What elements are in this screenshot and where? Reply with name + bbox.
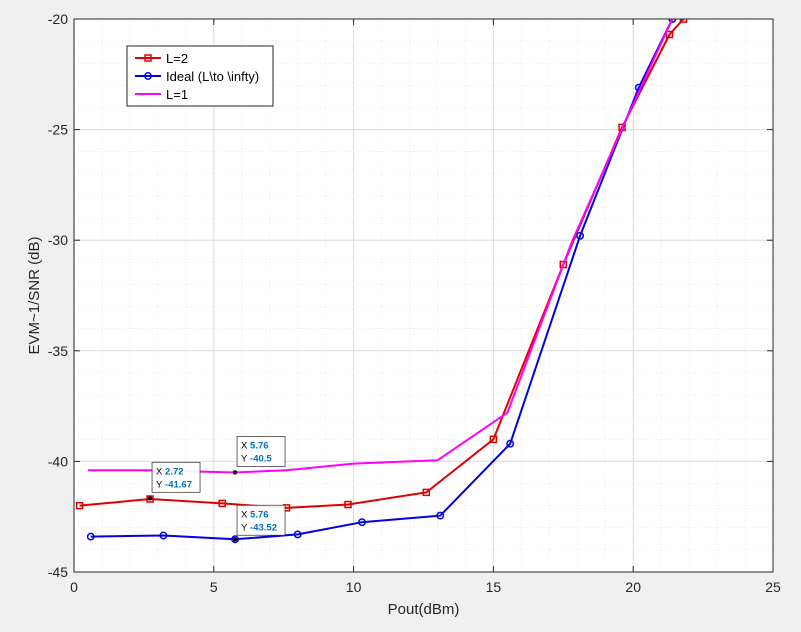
datatip-x-value: 2.72 <box>165 466 184 477</box>
datatip-y-label: Y <box>241 453 248 464</box>
datatip-x-label: X <box>241 509 248 520</box>
x-axis-label: Pout(dBm) <box>388 601 460 618</box>
x-tick-label: 0 <box>70 579 78 595</box>
datatip-x-label: X <box>156 466 163 477</box>
x-tick-label: 25 <box>765 579 781 595</box>
x-tick-label: 20 <box>625 579 641 595</box>
datatip-anchor <box>233 470 237 474</box>
datatip-anchor <box>148 496 152 500</box>
datatip-x-value: 5.76 <box>250 509 269 520</box>
datatip-anchor <box>233 537 237 541</box>
datatip-y-label: Y <box>156 479 163 490</box>
legend[interactable]: L=2 Ideal (L\to \infty) L=1 <box>127 46 273 106</box>
datatip-y-value: -40.5 <box>250 453 272 464</box>
y-tick-label: -25 <box>48 122 68 138</box>
legend-label: L=2 <box>166 51 188 66</box>
legend-label: L=1 <box>166 87 188 102</box>
datatip-x-value: 5.76 <box>250 440 269 451</box>
y-tick-label: -40 <box>48 453 68 469</box>
x-tick-label: 15 <box>486 579 502 595</box>
y-tick-label: -45 <box>48 564 68 580</box>
datatip-y-label: Y <box>241 522 248 533</box>
y-tick-label: -30 <box>48 232 68 248</box>
datatip-y-value: -41.67 <box>165 479 192 490</box>
legend-label: Ideal (L\to \infty) <box>166 69 259 84</box>
y-tick-label: -35 <box>48 343 68 359</box>
x-tick-label: 5 <box>210 579 218 595</box>
datatip-x-label: X <box>241 440 248 451</box>
y-tick-label: -20 <box>48 11 68 27</box>
x-tick-label: 10 <box>346 579 362 595</box>
datatip-y-value: -43.52 <box>250 522 277 533</box>
y-axis-label: EVM~1/SNR (dB) <box>26 237 43 355</box>
